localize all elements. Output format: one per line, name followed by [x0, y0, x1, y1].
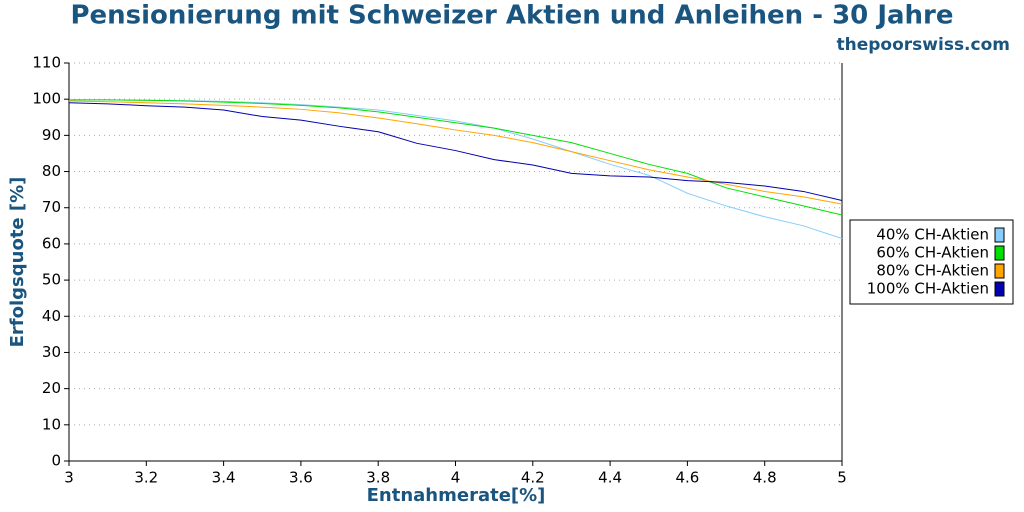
legend-label: 80% CH-Aktien: [876, 262, 989, 280]
y-tick-label: 10: [42, 415, 61, 433]
y-tick-label: 20: [42, 379, 61, 397]
chart-subtitle: thepoorswiss.com: [837, 35, 1011, 55]
y-tick-label: 60: [42, 234, 61, 252]
y-tick-label: 80: [42, 162, 61, 180]
chart-title: Pensionierung mit Schweizer Aktien und A…: [70, 1, 953, 31]
y-tick-label: 30: [42, 343, 61, 361]
x-tick-label: 4.8: [753, 469, 777, 487]
legend-swatch: [994, 245, 1005, 261]
legend-box: [849, 219, 1014, 305]
x-tick-label: 4.4: [598, 469, 622, 487]
series-line: [68, 102, 843, 201]
y-tick-label: 50: [42, 271, 61, 289]
x-tick-label: 4: [451, 469, 461, 487]
x-tick-label: 4.2: [521, 469, 545, 487]
legend-swatch: [994, 281, 1005, 297]
x-tick-label: 3.8: [366, 469, 390, 487]
series-line: [69, 99, 843, 216]
x-axis-label: Entnahmerate[%]: [367, 485, 546, 506]
legend-label: 100% CH-Aktien: [867, 280, 989, 298]
x-tick-label: 4.6: [675, 469, 699, 487]
legend-label: 60% CH-Aktien: [876, 244, 989, 262]
x-tick-label: 3: [64, 469, 74, 487]
legend-swatch: [994, 227, 1005, 243]
series-line: [68, 100, 843, 205]
y-axis-label: Erfolgsquote [%]: [7, 177, 28, 348]
y-tick-label: 70: [42, 198, 61, 216]
y-tick-label: 40: [42, 307, 61, 325]
series-line: [69, 99, 843, 239]
x-tick-label: 3.6: [289, 469, 313, 487]
x-tick-label: 3.2: [134, 469, 158, 487]
legend-swatch: [994, 263, 1005, 279]
y-tick-label: 110: [32, 54, 61, 72]
legend-label: 40% CH-Aktien: [876, 226, 989, 244]
y-tick-label: 100: [32, 90, 61, 108]
y-tick-label: 0: [51, 452, 61, 470]
x-tick-label: 3.4: [212, 469, 236, 487]
x-tick-label: 5: [837, 469, 847, 487]
y-tick-label: 90: [42, 126, 61, 144]
